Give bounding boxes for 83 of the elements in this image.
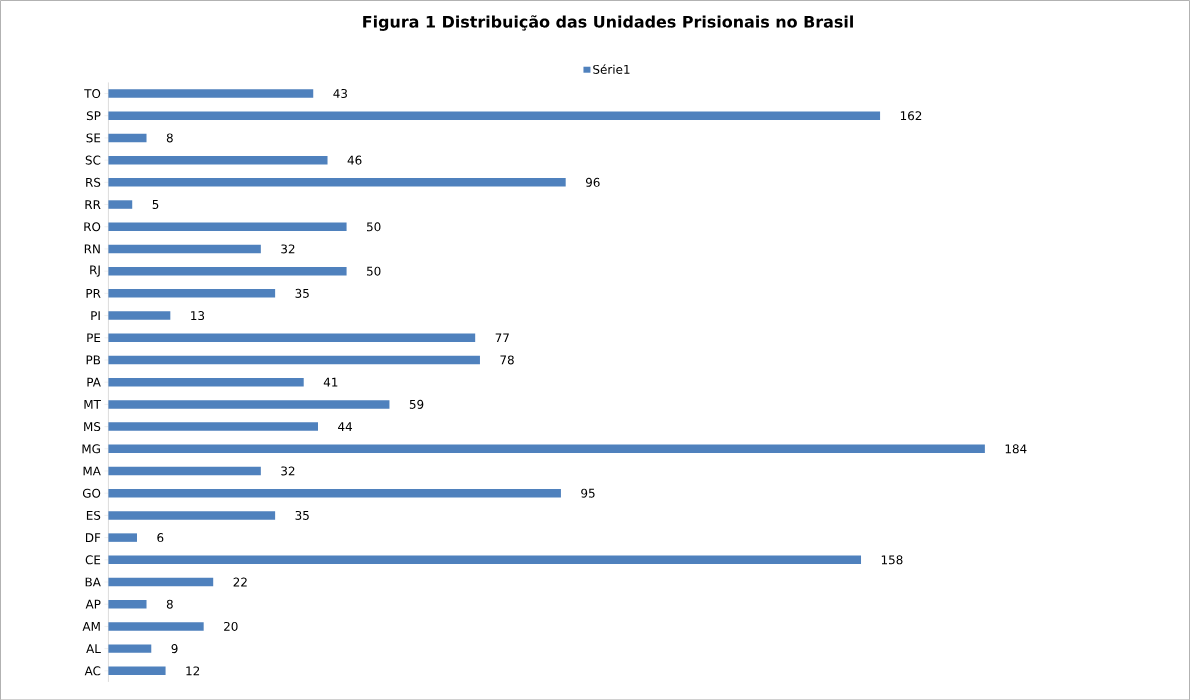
data-label: 13 (191, 310, 205, 320)
y-tick-label: TO (84, 88, 101, 98)
data-label: 12 (186, 666, 200, 676)
y-tick-label: MA (83, 466, 101, 476)
bar (108, 444, 985, 453)
y-tick-label: BA (85, 577, 101, 587)
bar (108, 644, 152, 653)
bar (108, 177, 566, 187)
bar (108, 111, 881, 120)
data-label: 35 (295, 510, 309, 520)
y-tick-label: SE (86, 133, 101, 143)
y-tick-label: ES (86, 510, 101, 520)
y-tick-label: MG (82, 444, 100, 454)
data-label: 5 (152, 199, 159, 209)
y-tick-label: AC (84, 666, 101, 676)
bar (108, 311, 171, 320)
bar (108, 488, 561, 498)
y-tick-label: GO (82, 488, 101, 498)
bar (108, 577, 214, 587)
data-label: 6 (157, 532, 164, 542)
data-label: 20 (224, 621, 238, 631)
data-label: 41 (323, 377, 338, 387)
y-tick-label: RS (86, 177, 101, 187)
data-label: 50 (367, 222, 381, 232)
data-label: 59 (409, 399, 424, 409)
y-tick-label: PE (87, 333, 101, 342)
bar (108, 466, 261, 476)
y-tick-label: SC (85, 155, 101, 165)
bar (108, 666, 166, 675)
data-label: 32 (281, 244, 295, 254)
y-tick-label: SP (86, 111, 101, 121)
bar (108, 89, 314, 98)
y-tick-label: PR (86, 288, 101, 298)
bar (108, 399, 390, 409)
bar (108, 288, 276, 298)
y-tick-label: DF (86, 533, 101, 542)
data-label: 184 (1005, 444, 1027, 454)
y-tick-label: RN (84, 244, 100, 254)
bar (108, 333, 476, 342)
data-label: 32 (281, 466, 295, 476)
data-label: 96 (585, 177, 600, 187)
data-label: 8 (166, 599, 173, 609)
bar (108, 621, 204, 631)
bar (108, 355, 480, 365)
y-tick-label: PA (87, 377, 101, 387)
y-tick-label: AM (82, 621, 100, 631)
data-label: 46 (347, 155, 362, 165)
y-tick-label: CE (85, 555, 101, 565)
chart-title: Figura 1 Distribuição das Unidades Prisionais no Brasil (363, 14, 853, 31)
y-tick-label: RR (85, 199, 101, 209)
data-label: 158 (881, 555, 903, 565)
bar (108, 133, 147, 142)
data-label: 95 (581, 488, 595, 498)
data-label: 77 (495, 333, 509, 342)
bar (108, 533, 137, 542)
legend-label: Série1 (593, 63, 630, 74)
bar (108, 422, 318, 431)
data-label: 50 (367, 266, 381, 276)
bar (108, 510, 276, 520)
y-tick-label: MT (84, 399, 101, 409)
bar (108, 266, 347, 276)
bar (108, 555, 862, 564)
bar (108, 155, 328, 165)
data-label: 78 (500, 355, 514, 365)
y-tick-label: MS (84, 421, 101, 431)
y-tick-label: RO (84, 222, 101, 232)
y-tick-label: AP (85, 599, 101, 609)
data-label: 22 (233, 577, 247, 587)
y-tick-label: AL (86, 644, 101, 653)
y-tick-label: RJ (90, 265, 100, 277)
bar (108, 599, 147, 609)
y-tick-label: PB (86, 355, 101, 365)
y-tick-label: PI (91, 311, 100, 320)
data-label: 162 (900, 111, 922, 121)
data-label: 43 (333, 88, 347, 98)
data-label: 8 (166, 133, 173, 143)
bar (108, 222, 347, 231)
bar (108, 244, 261, 253)
bar (108, 377, 304, 387)
data-label: 44 (338, 422, 353, 431)
data-label: 9 (171, 643, 178, 653)
bar (108, 200, 133, 209)
data-label: 35 (295, 288, 309, 298)
